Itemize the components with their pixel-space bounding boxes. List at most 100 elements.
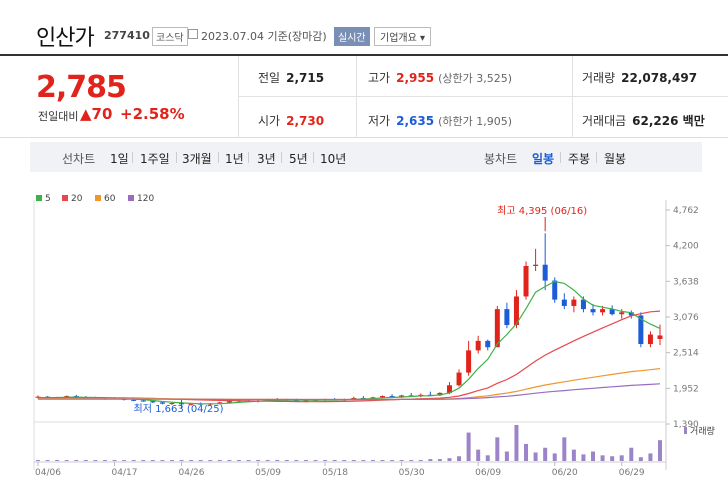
low-label: 저가 [368,114,391,128]
x-tick-label: 06/09 [475,468,501,478]
volume-bar [179,460,184,462]
price-summary: 2,785 전일대비 ▲70 +2.58% 전일 2,715 고가 2,955 (상한… [0,56,728,138]
volume-bar [265,460,270,462]
period-3m[interactable]: 3개월 [182,152,212,166]
legend-label: 20 [71,194,83,204]
x-tick-label: 05/18 [322,468,348,478]
volume-bar [418,460,423,462]
volume-legend-swatch [684,427,687,434]
candle-body [628,312,634,316]
line-chart-label: 선차트 [62,152,96,166]
stock-name: 인산가 [36,26,95,51]
volume-bar [476,449,481,461]
stock-code: 277410 [104,29,150,42]
volume-bar [122,460,127,462]
volume-bar [93,460,98,462]
volume-bar [619,455,624,461]
volume-bar [361,460,366,462]
period-3y[interactable]: 3년 [257,152,276,166]
volume-bar [581,454,586,461]
volume-bar [112,460,117,462]
volume-value: 22,078,497 [621,71,698,85]
volume-bar [437,459,442,461]
y-tick-label: 1,952 [673,384,699,394]
candle-body [590,309,596,313]
realtime-button[interactable]: 실시간 [334,27,370,46]
ma20-line [38,310,661,403]
volume: 거래량 22,078,497 [582,69,697,86]
current-price: 2,785 [36,70,127,105]
y-tick-label: 4,762 [673,206,699,216]
volume-bar [64,460,69,462]
volume-bar [629,447,634,461]
period-10y[interactable]: 10년 [320,152,347,166]
volume-bar [638,457,643,461]
candle-body [217,402,223,404]
divider [238,56,239,138]
divider [572,56,573,138]
prev-close-value: 2,715 [286,71,325,85]
volume-bar [457,456,462,461]
ma120-line [38,383,661,401]
candle-body [580,299,586,310]
vs-label: 전일대비 [38,110,79,123]
upper-limit: (상한가 3,525) [438,72,512,85]
period-monthly[interactable]: 월봉 [604,152,627,166]
x-tick-label: 06/20 [552,468,578,478]
period-weekly[interactable]: 주봉 [568,152,591,166]
candle-body [399,395,405,398]
open-price: 시가 2,730 [258,112,324,129]
legend-swatch [128,195,134,201]
candle-body [226,401,232,403]
corp-info-dropdown[interactable]: 기업개요 ▾ [374,27,432,46]
period-daily[interactable]: 일봉 [532,152,555,166]
y-tick-label: 3,638 [673,277,699,287]
volume-bar [45,460,50,462]
volume-bar [160,460,165,462]
high-label: 고가 [368,71,391,85]
chevron-down-icon: ▾ [420,33,426,44]
candle-body [379,396,385,398]
legend-label: 120 [137,194,154,204]
lower-limit: (하한가 1,905) [438,115,512,128]
volume-bar [332,460,337,462]
corp-info-label: 기업개요 [380,33,417,44]
volume-bar [169,460,174,462]
volume-bar [466,432,471,461]
trade-value: 거래대금 62,226 백만 [582,112,705,129]
period-1y[interactable]: 1년 [225,152,244,166]
high-price: 고가 2,955 (상한가 3,525) [368,69,512,86]
volume-bar [342,460,347,462]
volume-label: 거래량 [582,71,616,85]
volume-bar [390,460,395,462]
separator [560,152,561,163]
candle-body [456,372,462,386]
legend-swatch [36,195,42,201]
volume-bar [36,460,40,462]
period-5y[interactable]: 5년 [289,152,308,166]
volume-bar [208,460,213,462]
volume-bar [428,459,433,461]
x-tick-label: 04/17 [112,468,138,478]
volume-bar [591,451,596,461]
x-tick-label: 04/06 [35,468,61,478]
candle-body [504,309,510,325]
change-percent: +2.58% [120,105,185,123]
period-1w[interactable]: 1주일 [140,152,170,166]
period-1d[interactable]: 1일 [110,152,129,166]
legend-swatch [95,195,101,201]
volume-bar [552,453,557,461]
low-annotation: 최저 1,663 (04/25) [134,403,224,415]
price-change: ▲70 [80,105,112,123]
volume-bar [533,452,538,461]
volume-bar [409,460,414,462]
candle-body [647,334,653,345]
candle-body [609,309,615,315]
volume-legend-label: 거래량 [690,425,715,437]
y-tick-label: 3,076 [673,313,699,323]
candle-body [150,401,156,403]
volume-bar [447,458,452,461]
candle-body [303,400,309,402]
candle-body [140,400,146,402]
